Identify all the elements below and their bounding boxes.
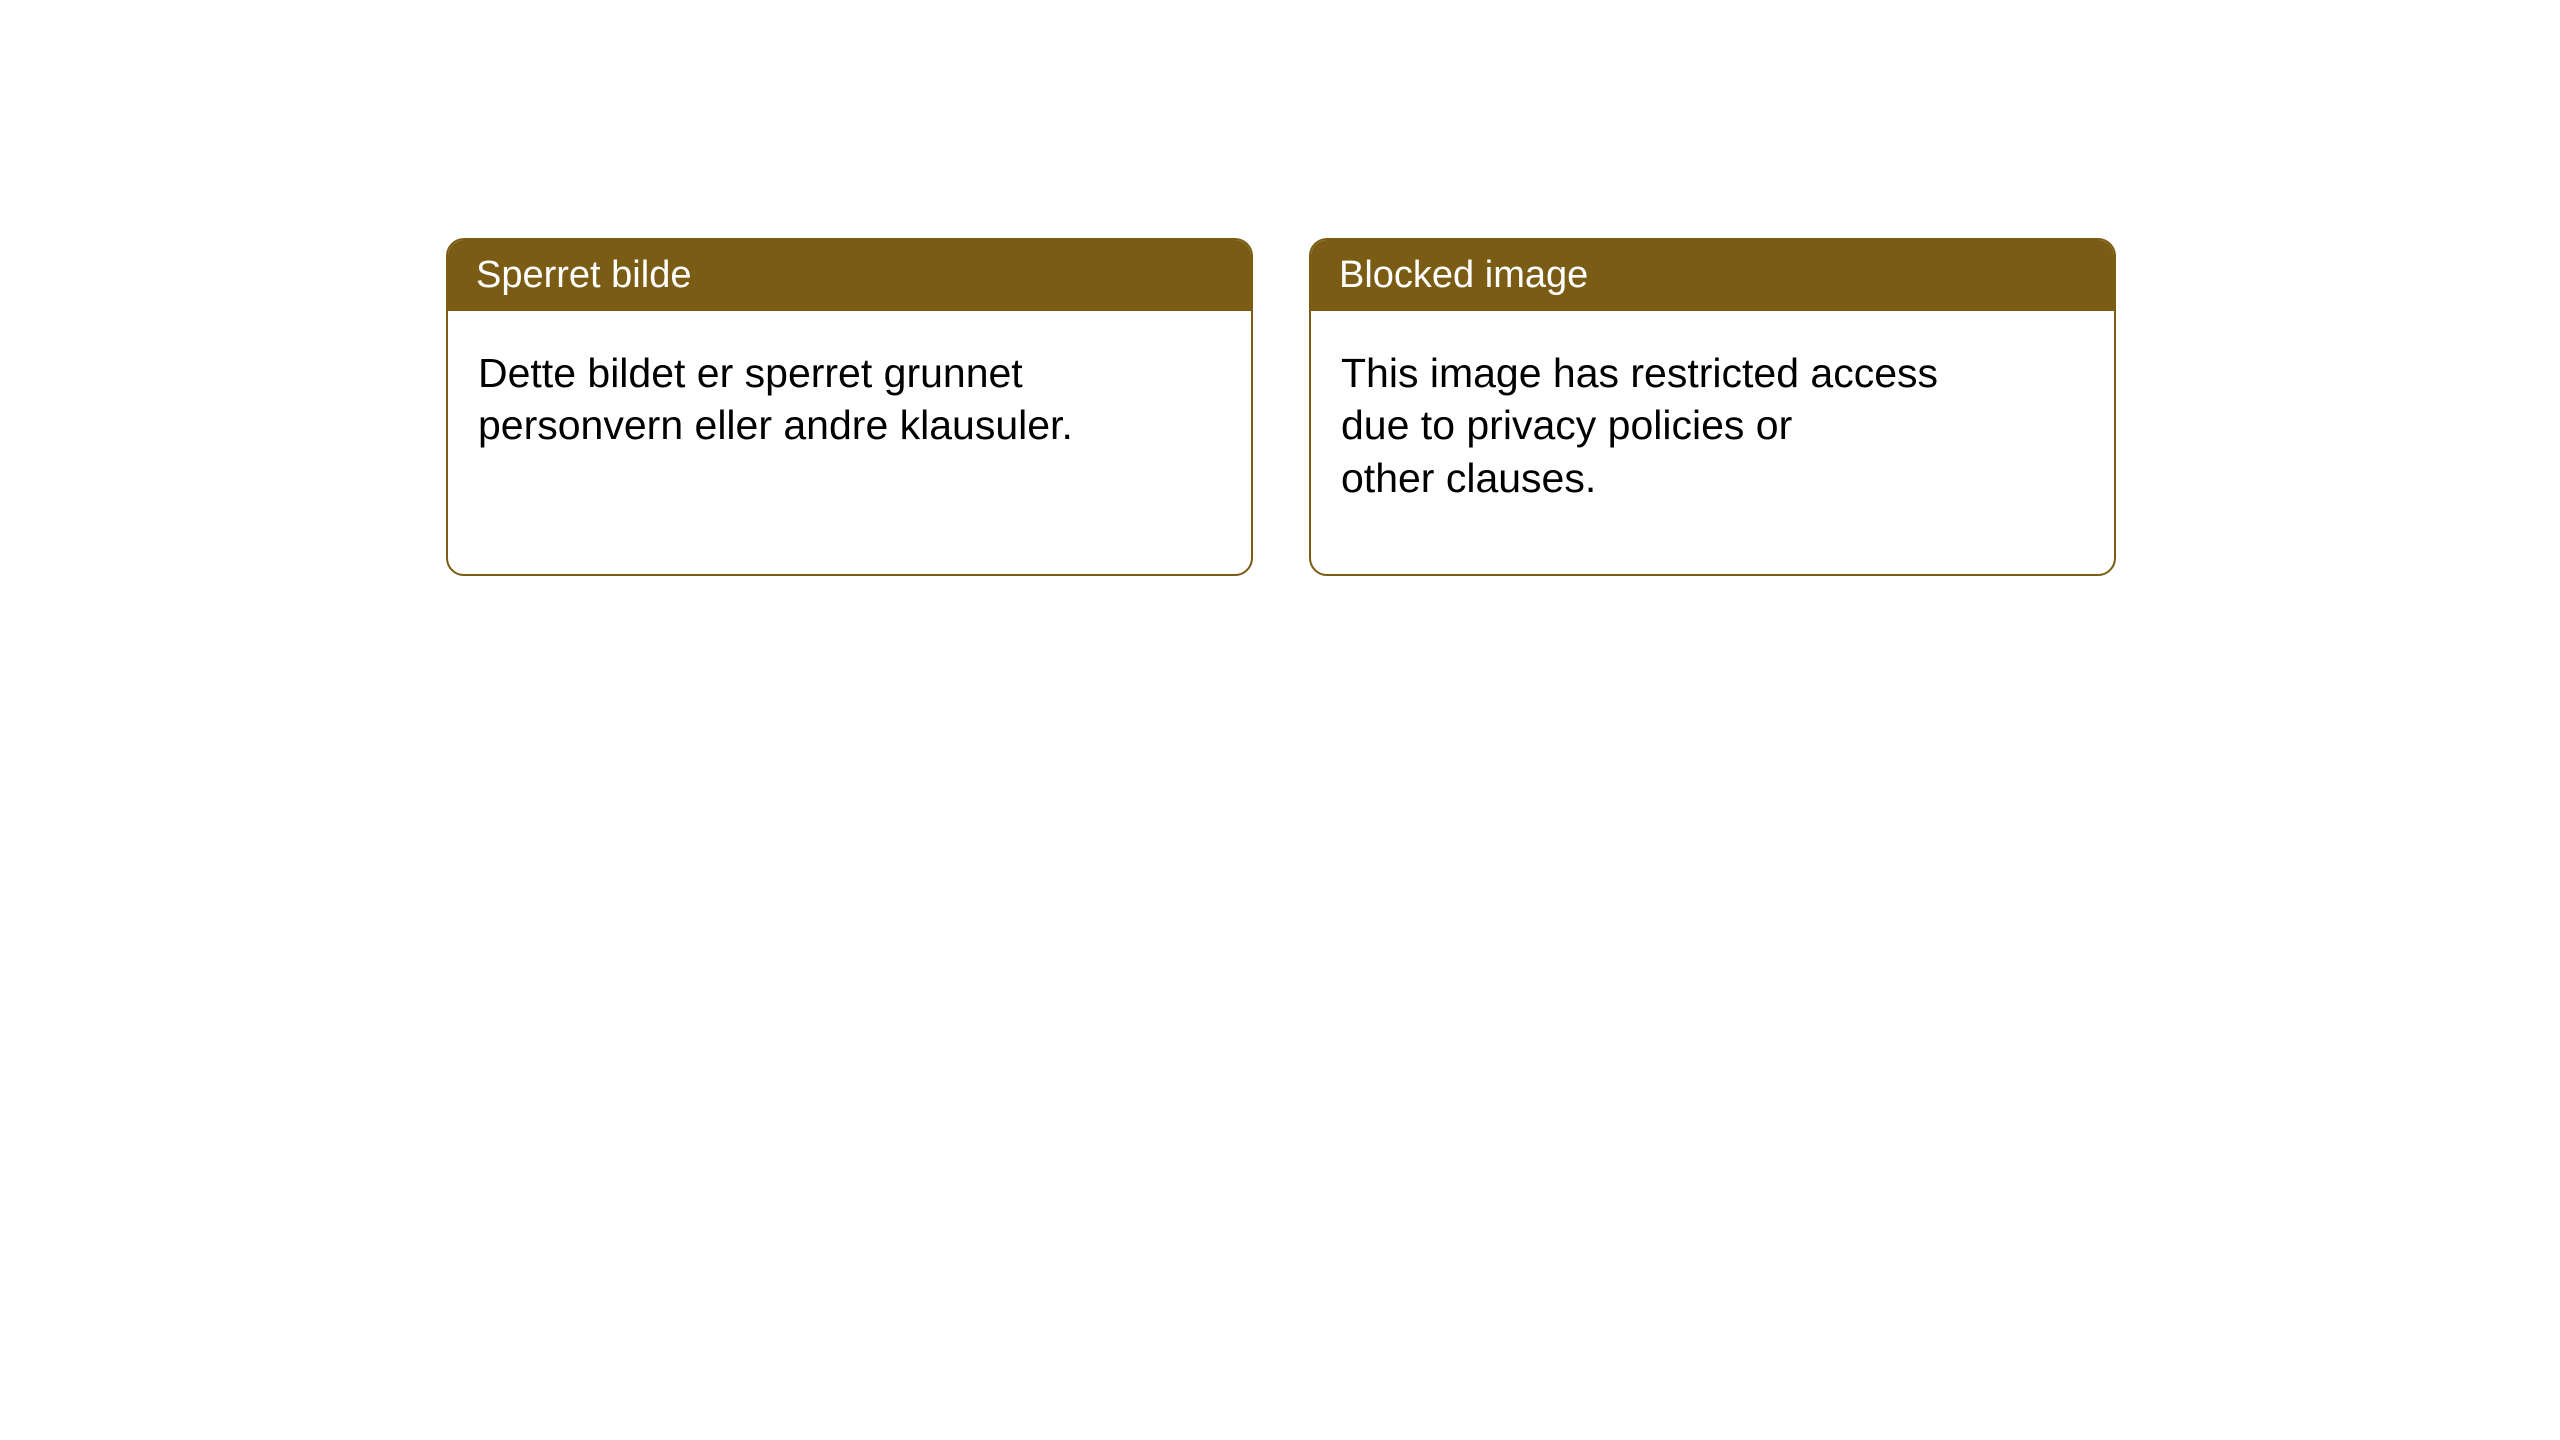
card-header-english: Blocked image <box>1311 240 2114 311</box>
card-body-norwegian: Dette bildet er sperret grunnet personve… <box>448 311 1251 488</box>
card-body-english: This image has restricted access due to … <box>1311 311 2114 540</box>
card-header-norwegian: Sperret bilde <box>448 240 1251 311</box>
notice-card-english: Blocked image This image has restricted … <box>1309 238 2116 576</box>
notice-container: Sperret bilde Dette bildet er sperret gr… <box>446 238 2116 576</box>
notice-card-norwegian: Sperret bilde Dette bildet er sperret gr… <box>446 238 1253 576</box>
